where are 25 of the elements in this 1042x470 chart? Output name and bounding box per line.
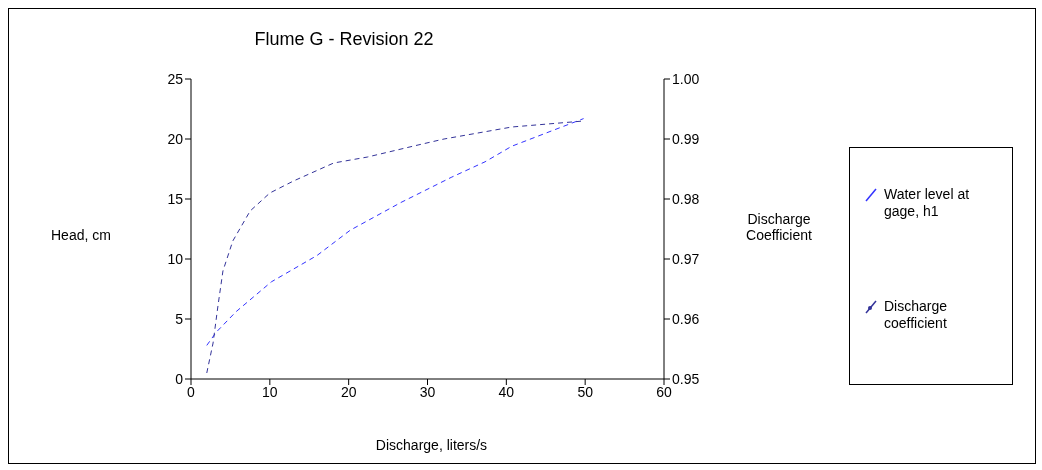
y2-tick-label: 0.96 xyxy=(672,310,700,327)
x-tick-label: 60 xyxy=(656,383,672,400)
y2-tick-label: 0.98 xyxy=(672,190,700,207)
y-tick-label: 0 xyxy=(175,370,184,387)
y-tick-label: 10 xyxy=(167,250,184,267)
y2-tick-label: 0.95 xyxy=(672,370,700,387)
y2-tick-label: 0.97 xyxy=(672,250,700,267)
y2-tick-label: 1.00 xyxy=(672,70,700,87)
x-axis-title: Discharge, liters/s xyxy=(374,437,489,453)
y2-axis-title: Discharge Coefficient xyxy=(745,211,813,243)
y-tick-label: 25 xyxy=(167,70,184,87)
chart-title: Flume G - Revision 22 xyxy=(253,29,435,50)
y2-tick-label: 0.99 xyxy=(672,130,700,147)
x-tick-label: 10 xyxy=(262,383,278,400)
y-tick-label: 15 xyxy=(167,190,184,207)
x-tick-label: 30 xyxy=(419,383,436,400)
x-tick-label: 0 xyxy=(187,383,196,400)
x-tick-label: 40 xyxy=(498,383,515,400)
x-tick-label: 50 xyxy=(577,383,594,400)
y-tick-label: 20 xyxy=(167,130,184,147)
x-tick-label: 20 xyxy=(340,383,357,400)
legend-label: Water level at gage, h1 xyxy=(884,186,971,220)
y-tick-label: 5 xyxy=(175,310,184,327)
y-axis-title: Head, cm xyxy=(51,227,111,243)
legend-label: Discharge coefficient xyxy=(884,298,949,332)
